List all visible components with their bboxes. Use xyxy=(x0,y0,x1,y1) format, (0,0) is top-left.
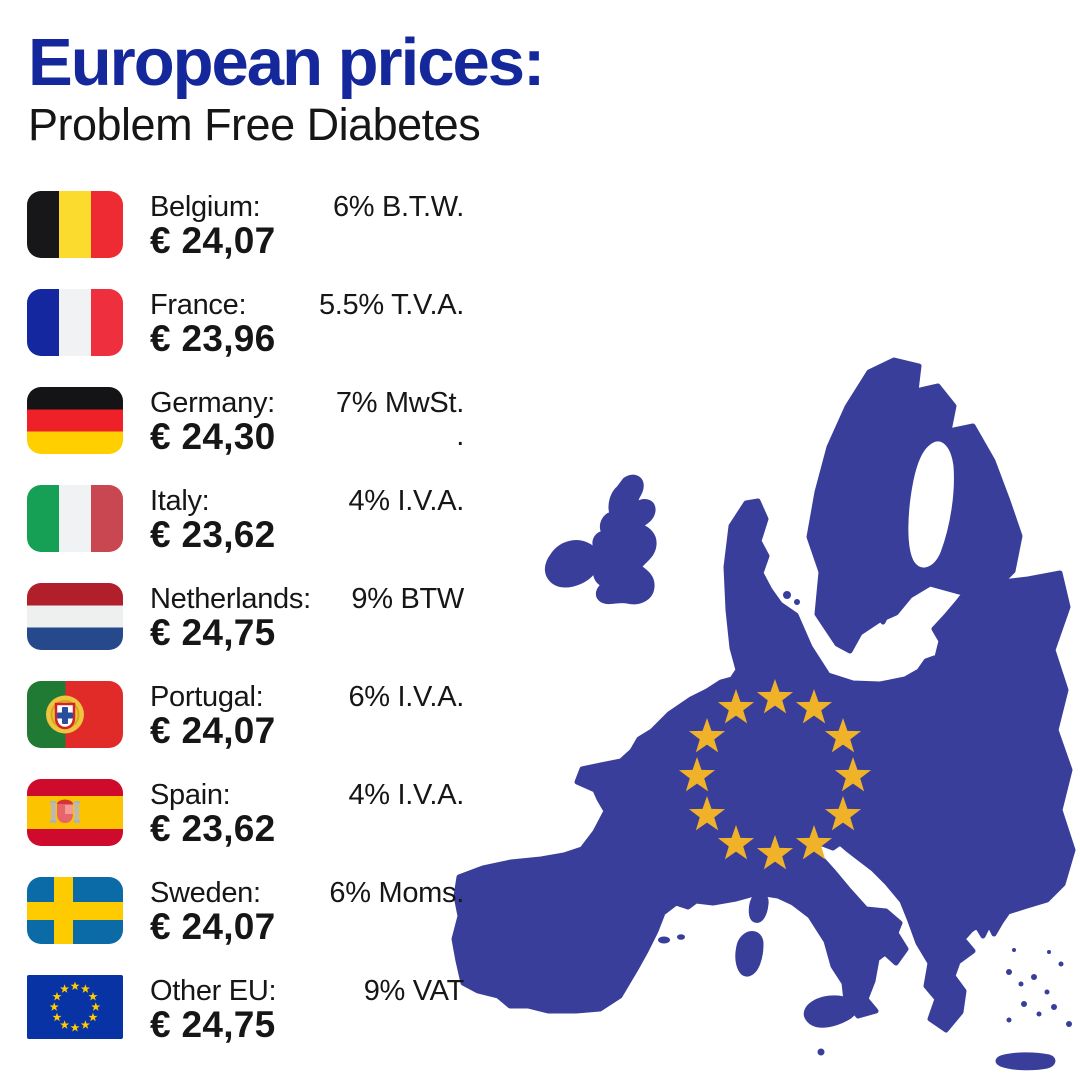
country-row-spain: Spain: € 23,62 4% I.V.A. xyxy=(27,779,464,847)
country-info: Spain: € 23,62 xyxy=(150,779,276,847)
country-row-belgium: Belgium: € 24,07 6% B.T.W. xyxy=(27,191,464,259)
country-row-netherlands: Netherlands: € 24,75 9% BTW xyxy=(27,583,464,651)
country-price: € 24,75 xyxy=(150,1004,276,1045)
country-price: € 23,96 xyxy=(150,318,276,359)
country-name: Germany: xyxy=(150,387,275,419)
italy-flag-icon xyxy=(27,485,123,552)
country-price: € 24,30 xyxy=(150,416,276,457)
country-vat: 9% VAT xyxy=(363,975,465,1007)
sicily-shape xyxy=(803,995,857,1028)
country-name: Italy: xyxy=(150,485,210,517)
country-price: € 24,07 xyxy=(150,710,276,751)
country-price: € 23,62 xyxy=(150,808,276,849)
country-row-italy: Italy: € 23,62 4% I.V.A. xyxy=(27,485,464,553)
great-britain-shape xyxy=(590,474,657,605)
country-row-sweden: Sweden: € 24,07 6% Moms. xyxy=(27,877,464,945)
country-price: € 23,62 xyxy=(150,514,276,555)
country-row-portugal: Portugal: € 24,07 6% I.V.A. xyxy=(27,681,464,749)
majorca-shape xyxy=(658,936,670,944)
vat-line-2: . xyxy=(456,420,464,452)
eu-stars-icon xyxy=(49,981,101,1032)
belgium-flag-icon xyxy=(27,191,123,258)
vat-line-1: 7% MwSt. xyxy=(335,387,464,419)
portugal-flag-icon xyxy=(27,681,123,748)
country-vat: 6% Moms. xyxy=(329,877,464,909)
page-subtitle: Problem Free Diabetes xyxy=(28,99,481,151)
page-title: European prices: xyxy=(28,25,545,100)
country-vat: 7% MwSt. . xyxy=(336,387,464,453)
ireland-shape xyxy=(544,540,600,588)
country-info: Belgium: € 24,07 xyxy=(150,191,276,259)
country-info: Italy: € 23,62 xyxy=(150,485,276,553)
header: European prices: Problem Free Diabetes xyxy=(28,25,545,151)
country-name: Portugal: xyxy=(150,681,264,713)
country-vat: 5.5% T.V.A. xyxy=(318,289,464,321)
country-name: Other EU: xyxy=(150,975,277,1007)
country-info: Other EU: € 24,75 xyxy=(150,975,277,1045)
spain-flag-icon xyxy=(27,779,123,846)
corsica-shape xyxy=(748,892,769,923)
price-list: Belgium: € 24,07 6% B.T.W. France: € 23,… xyxy=(27,191,464,1073)
country-price: € 24,07 xyxy=(150,906,276,947)
country-vat: 9% BTW xyxy=(351,583,464,615)
country-name: Netherlands: xyxy=(150,583,311,615)
country-info: Netherlands: € 24,75 xyxy=(150,583,311,651)
aegean-islands xyxy=(1006,948,1072,1027)
country-row-germany: Germany: € 24,30 7% MwSt. . xyxy=(27,387,464,455)
germany-flag-icon xyxy=(27,387,123,454)
scandinavia-shape xyxy=(806,357,1023,654)
eu-flag-icon xyxy=(27,975,123,1039)
country-name: Belgium: xyxy=(150,191,261,223)
country-name: France: xyxy=(150,289,247,321)
portugal-emblem-icon xyxy=(46,695,84,734)
country-row-france: France: € 23,96 5.5% T.V.A. xyxy=(27,289,464,357)
netherlands-flag-icon xyxy=(27,583,123,650)
country-vat: 4% I.V.A. xyxy=(348,485,464,517)
country-info: Portugal: € 24,07 xyxy=(150,681,276,749)
country-info: France: € 23,96 xyxy=(150,289,276,357)
country-name: Spain: xyxy=(150,779,231,811)
country-vat: 4% I.V.A. xyxy=(348,779,464,811)
france-flag-icon xyxy=(27,289,123,356)
country-vat: 6% B.T.W. xyxy=(332,191,464,223)
europe-map-graphic xyxy=(451,357,1076,1071)
sweden-flag-icon xyxy=(27,877,123,944)
danish-island xyxy=(783,591,791,599)
country-price: € 24,07 xyxy=(150,220,276,261)
country-vat: 6% I.V.A. xyxy=(348,681,464,713)
malta-shape xyxy=(817,1048,825,1056)
spain-coat-of-arms-icon xyxy=(50,799,80,823)
country-info: Sweden: € 24,07 xyxy=(150,877,276,945)
gotland-shape xyxy=(873,601,890,625)
mainland-shape xyxy=(451,498,1076,1033)
sardinia-shape xyxy=(735,931,764,977)
country-price: € 24,75 xyxy=(150,612,276,653)
country-info: Germany: € 24,30 xyxy=(150,387,276,455)
europe-map xyxy=(449,352,1080,1080)
minorca-shape xyxy=(677,934,685,940)
country-name: Sweden: xyxy=(150,877,261,909)
country-row-other-eu: Other EU: € 24,75 9% VAT xyxy=(27,975,465,1045)
crete-shape xyxy=(995,1052,1056,1071)
danish-island xyxy=(794,599,800,605)
